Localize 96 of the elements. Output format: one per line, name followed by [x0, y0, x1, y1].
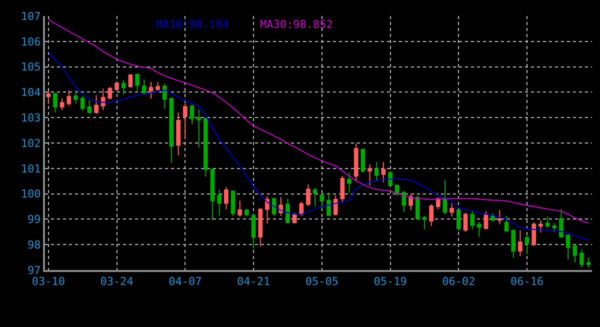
y-tick-label: 105	[20, 60, 41, 74]
candlestick	[74, 90, 78, 104]
y-tick-label: 101	[20, 162, 41, 176]
candlestick	[251, 214, 256, 250]
candlestick	[415, 194, 420, 220]
y-tick-label: 102	[20, 136, 41, 150]
candlestick	[148, 82, 154, 100]
candlestick	[456, 208, 461, 232]
candlestick	[572, 244, 578, 264]
candlestick	[156, 82, 160, 92]
candlestick	[463, 212, 468, 232]
y-tick-label: 107	[20, 10, 41, 23]
y-tick-label: 99	[28, 213, 41, 226]
y-tick-label: 103	[20, 111, 41, 124]
line-series	[48, 51, 590, 240]
candlestick	[374, 162, 379, 182]
candlestick	[312, 187, 318, 206]
candlestick	[566, 234, 570, 260]
candlestick	[224, 186, 228, 210]
candlestick	[190, 105, 194, 125]
candlestick	[94, 94, 98, 114]
candlestick	[258, 208, 263, 247]
candlestick	[230, 190, 236, 216]
candlestick	[511, 228, 516, 258]
candlestick	[504, 215, 509, 232]
candlestick	[278, 196, 284, 216]
candlestick	[87, 100, 92, 114]
candlestick	[196, 108, 202, 148]
y-tick-label: 98	[28, 238, 41, 252]
x-tick-label: 06-16	[510, 275, 544, 288]
x-tick-label: 04-07	[168, 275, 202, 288]
candlestick	[135, 73, 140, 92]
candlestick	[532, 222, 536, 247]
x-tick-label: 05-05	[305, 275, 338, 288]
candlestick	[408, 194, 413, 211]
candlestick	[238, 200, 242, 218]
candlestick	[340, 176, 345, 204]
candlestick	[429, 204, 434, 227]
candlestick	[580, 248, 584, 268]
candlestick	[477, 221, 482, 238]
candlestick	[114, 81, 119, 92]
candlestick	[333, 194, 338, 216]
candlestick	[204, 117, 208, 178]
candlestick	[450, 202, 454, 218]
candlestick	[354, 143, 358, 182]
candlestick	[470, 210, 475, 230]
candlestick	[552, 222, 557, 232]
candlestick	[169, 98, 174, 164]
candlestick	[326, 192, 331, 216]
candlestick	[586, 256, 591, 268]
candlestick	[306, 184, 310, 206]
candlestick	[80, 96, 85, 112]
candlestick	[217, 189, 222, 216]
text: MA10:98.194	[156, 18, 230, 31]
candlestick	[442, 180, 448, 215]
line-series	[48, 18, 590, 224]
y-tick-label: 106	[20, 35, 41, 48]
candlestick	[142, 79, 146, 96]
candlestick	[498, 210, 502, 225]
x-tick-label: 06-02	[442, 275, 476, 288]
candlestick	[538, 220, 543, 234]
y-tick-label: 100	[20, 188, 41, 201]
x-tick-label: 03-24	[100, 275, 134, 288]
candlestick	[244, 208, 249, 216]
x-tick-label: 04-21	[236, 275, 270, 288]
candlestick	[53, 92, 58, 114]
candlestick	[360, 148, 366, 174]
candlestick	[100, 88, 106, 110]
candlestick	[265, 196, 270, 224]
candlestick	[347, 172, 352, 194]
candlestick	[368, 164, 372, 186]
candlestick	[162, 83, 167, 110]
candlestick	[524, 234, 530, 255]
candlestick	[121, 80, 126, 95]
candlestick	[60, 98, 64, 110]
candlestick	[559, 208, 564, 238]
candlestick	[320, 192, 324, 210]
text: MA30:98.852	[260, 18, 333, 31]
candlestick	[108, 86, 112, 100]
y-tick-label: 97	[28, 264, 41, 277]
y-tick-label: 104	[20, 86, 42, 100]
x-tick-label: 05-19	[374, 275, 407, 288]
x-tick-label: 03-10	[32, 275, 65, 288]
candlestick	[286, 198, 290, 224]
candlestick	[66, 90, 72, 106]
candlestick	[299, 201, 304, 216]
candlestick	[182, 102, 188, 140]
candlestick	[46, 90, 51, 105]
candlestick	[422, 215, 427, 230]
candlestick	[388, 170, 392, 186]
candlestick	[545, 216, 550, 228]
candlestick	[518, 230, 522, 257]
candlestick	[381, 162, 386, 183]
candlestick	[436, 197, 440, 210]
candlestick	[176, 112, 181, 156]
candlestick	[210, 168, 215, 221]
